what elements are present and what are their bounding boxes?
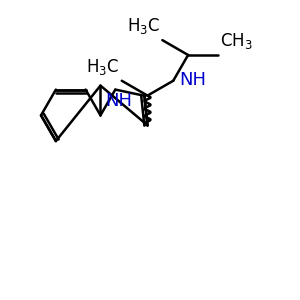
Text: CH$_3$: CH$_3$ bbox=[220, 31, 253, 51]
Text: H$_3$C: H$_3$C bbox=[127, 16, 160, 36]
Text: NH: NH bbox=[179, 71, 206, 89]
Text: NH: NH bbox=[105, 92, 132, 110]
Text: H$_3$C: H$_3$C bbox=[85, 57, 119, 77]
